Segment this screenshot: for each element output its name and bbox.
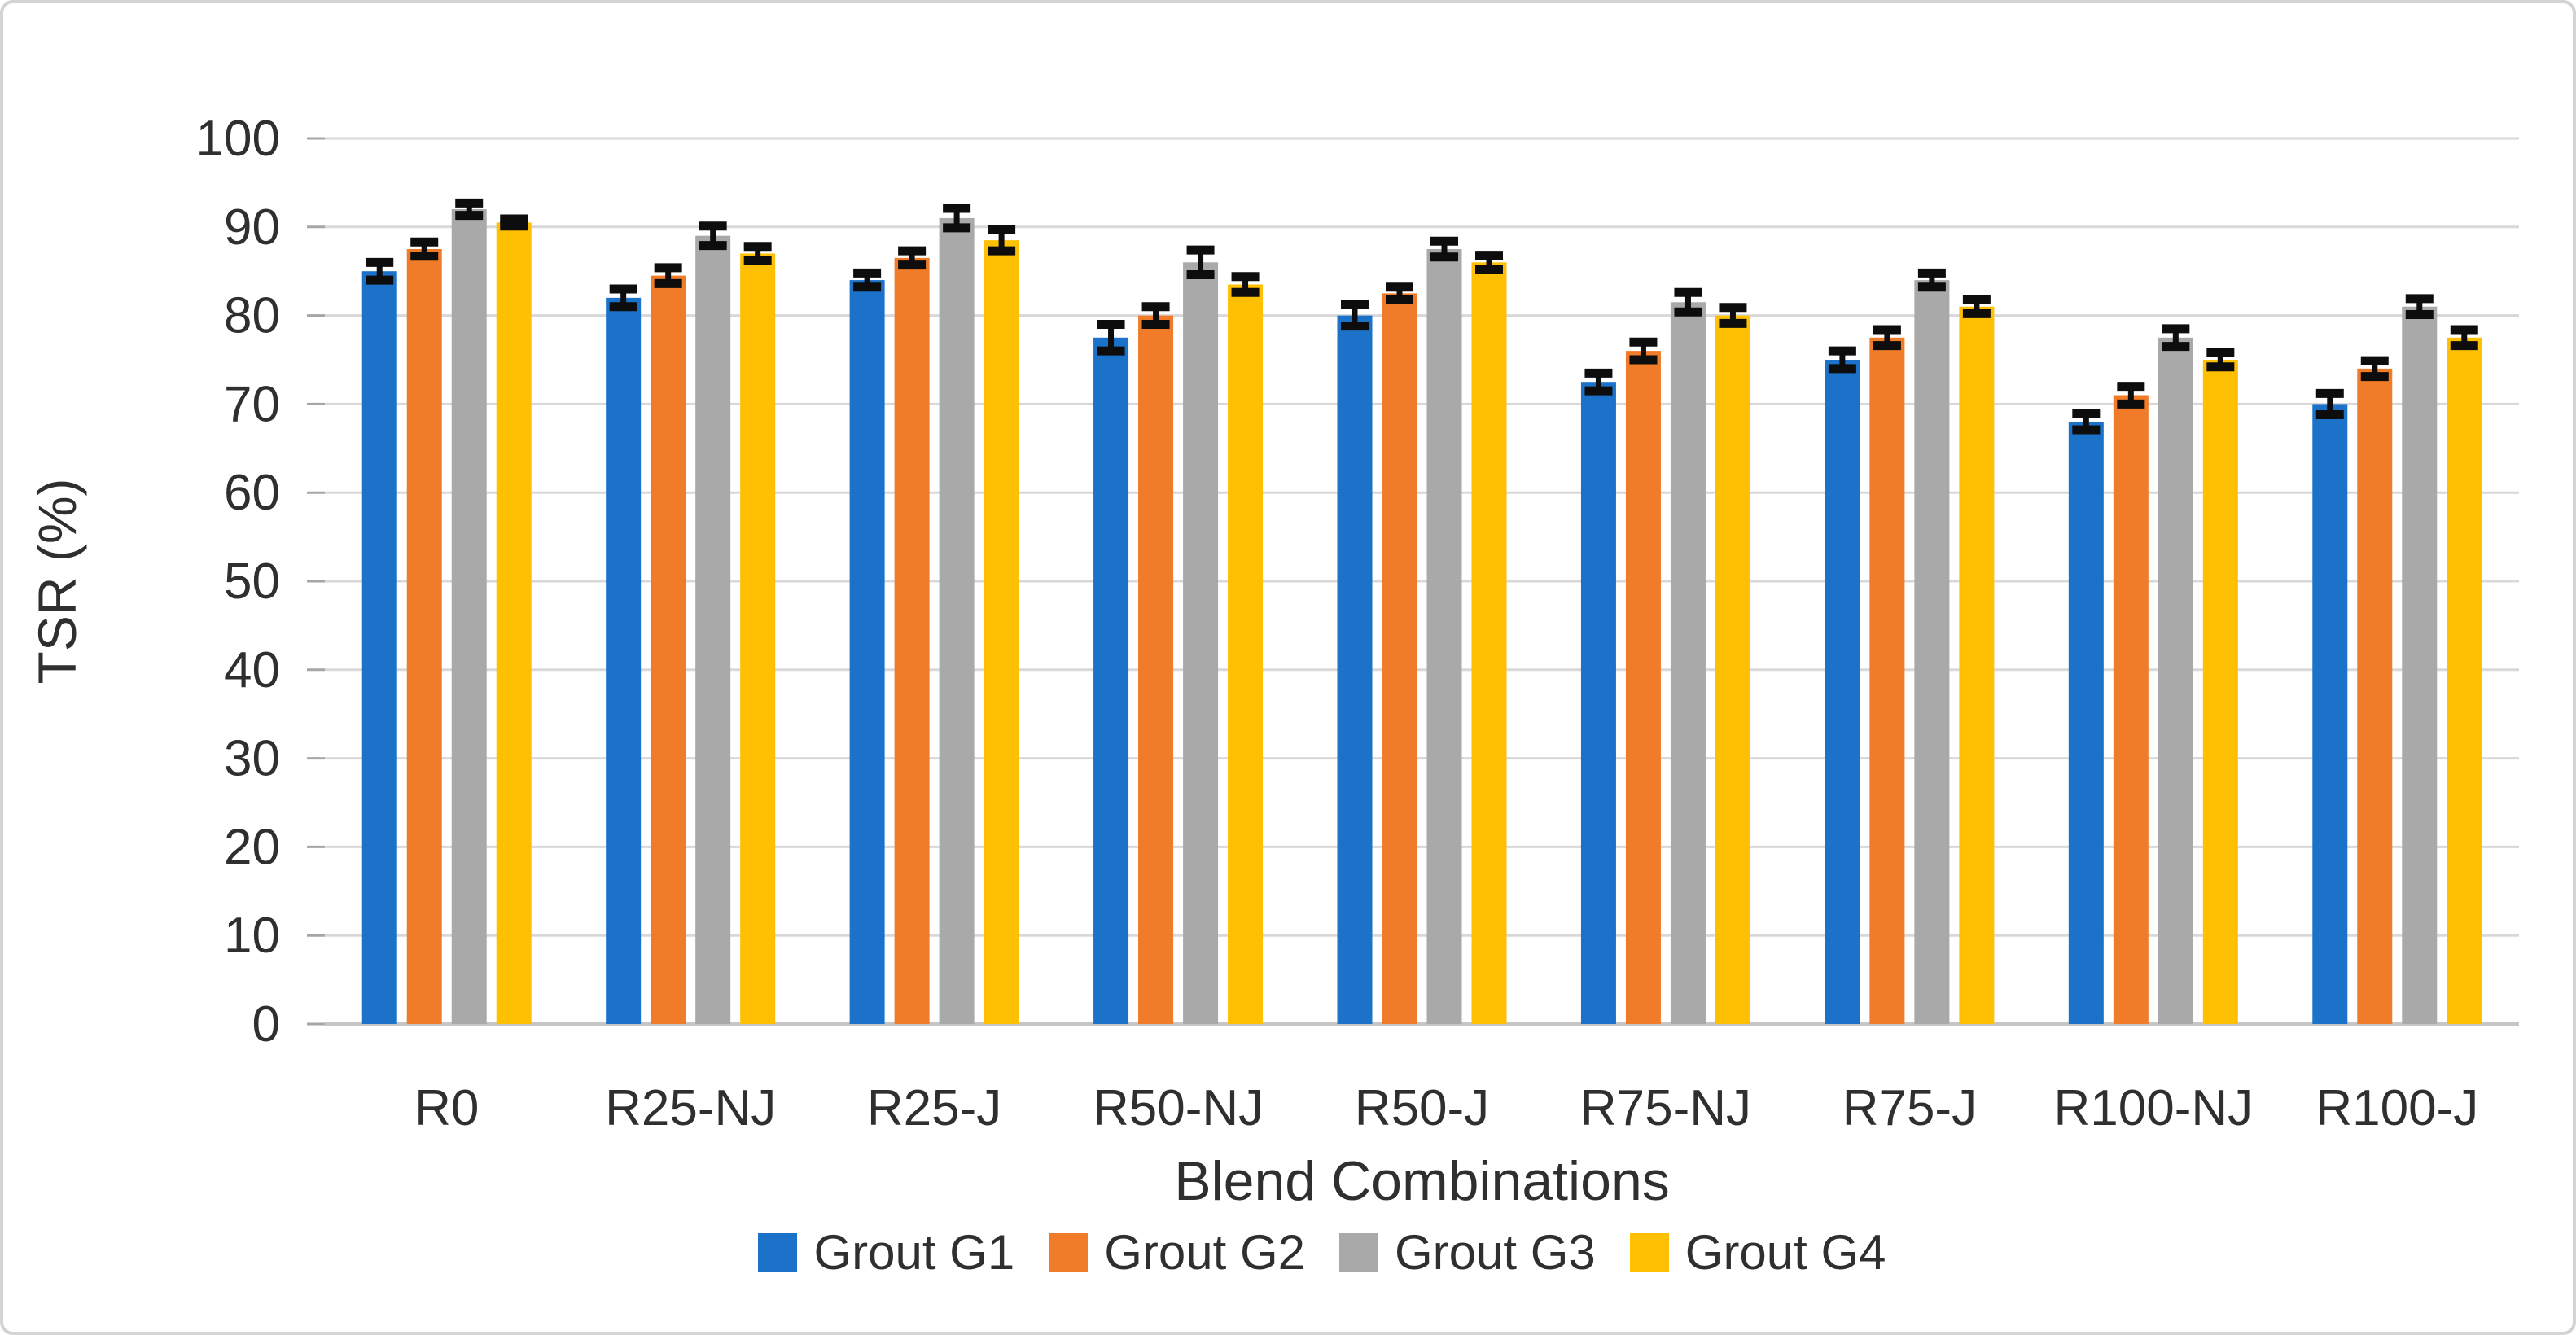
x-axis-title: Blend Combinations (1174, 1150, 1670, 1212)
category-label-r100-j: R100-J (2315, 1080, 2478, 1136)
legend-item-grout-g3: Grout G3 (1339, 1224, 1596, 1280)
bar-grout-g4-r100-j (2447, 337, 2482, 1024)
bar-grout-g3-r100-j (2402, 306, 2438, 1025)
bar-grout-g1-r100-nj (2068, 422, 2104, 1024)
bar-grout-g4-r50-nj (1228, 284, 1264, 1024)
y-axis-title: TSR (%) (27, 478, 87, 685)
legend-swatch-grout-g3 (1339, 1232, 1378, 1272)
bar-grout-g3-r25-nj (695, 235, 731, 1024)
bar-grout-g4-r0 (496, 222, 532, 1024)
bar-grout-g2-r0 (406, 249, 442, 1024)
legend-label-grout-g4: Grout G4 (1684, 1225, 1886, 1280)
category-label-r25-j: R25-J (867, 1080, 1001, 1136)
category-label-r100-nj: R100-NJ (2054, 1080, 2254, 1136)
bar-grout-g1-r50-j (1337, 315, 1373, 1025)
bar-grout-g3-r50-j (1426, 249, 1462, 1024)
bar-grout-g1-r75-j (1825, 360, 1860, 1024)
bar-grout-g3-r75-j (1914, 280, 1950, 1025)
bar-grout-g1-r0 (361, 271, 397, 1024)
plot-area: 0 10 20 30 40 50 60 70 80 90 100 R0 R25-NJ R25-J R50-N… (196, 111, 2519, 1136)
legend-label-grout-g2: Grout G2 (1104, 1225, 1305, 1280)
bar-grout-g2-r75-nj (1625, 351, 1661, 1024)
bar-grout-g3-r75-nj (1670, 302, 1706, 1024)
category-label-r75-j: R75-J (1842, 1080, 1977, 1136)
bar-grout-g1-r100-j (2312, 404, 2348, 1024)
bar-grout-g2-r100-j (2357, 368, 2393, 1024)
bar-grout-g2-r50-nj (1138, 315, 1174, 1025)
bar-grout-g4-r100-nj (2202, 360, 2238, 1024)
legend-item-grout-g2: Grout G2 (1049, 1224, 1305, 1280)
y-tick-label-100: 100 (196, 111, 280, 167)
legend: Grout G1 Grout G2 Grout G3 Grout G4 (67, 1224, 2573, 1280)
bar-grout-g3-r0 (451, 209, 487, 1024)
category-label-r0: R0 (414, 1080, 479, 1136)
y-tick-label-90: 90 (224, 199, 280, 256)
bar-grout-g2-r100-nj (2113, 395, 2149, 1024)
bar-grout-g2-r50-j (1382, 293, 1417, 1024)
legend-swatch-grout-g2 (1049, 1232, 1089, 1272)
category-label-r50-j: R50-J (1355, 1080, 1489, 1136)
legend-item-grout-g1: Grout G1 (758, 1224, 1014, 1280)
y-tick-label-40: 40 (224, 642, 280, 698)
y-tick-label-20: 20 (224, 819, 280, 875)
category-label-r75-nj: R75-NJ (1580, 1080, 1751, 1136)
bar-grout-g1-r50-nj (1093, 337, 1129, 1024)
legend-swatch-grout-g1 (758, 1232, 798, 1272)
y-tick-label-10: 10 (224, 908, 280, 964)
category-label-r25-nj: R25-NJ (605, 1080, 776, 1136)
bar-grout-g3-r100-nj (2158, 337, 2193, 1024)
legend-swatch-grout-g4 (1629, 1232, 1669, 1272)
bar-grout-g4-r75-nj (1715, 315, 1750, 1025)
bar-grout-g2-r25-nj (651, 275, 686, 1024)
bar-grout-g3-r25-j (939, 217, 975, 1024)
bar-grout-g1-r75-nj (1580, 382, 1616, 1024)
bar-grout-g4-r25-nj (740, 253, 776, 1024)
bar-grout-g1-r25-nj (606, 297, 642, 1025)
bar-grout-g2-r25-j (894, 257, 930, 1024)
y-tick-label-80: 80 (224, 288, 280, 344)
y-tick-label-60: 60 (224, 465, 280, 521)
bar-grout-g1-r25-j (849, 280, 885, 1025)
y-tick-label-0: 0 (252, 996, 280, 1053)
y-tick-label-70: 70 (224, 376, 280, 432)
y-tick-label-50: 50 (224, 554, 280, 610)
bar-grout-g3-r50-nj (1183, 262, 1219, 1024)
legend-label-grout-g1: Grout G1 (813, 1225, 1015, 1280)
bar-grout-g4-r75-j (1959, 306, 1995, 1025)
bar-grout-g2-r75-j (1869, 337, 1905, 1024)
legend-item-grout-g4: Grout G4 (1629, 1224, 1886, 1280)
bar-grout-g4-r25-j (984, 240, 1019, 1024)
category-label-r50-nj: R50-NJ (1093, 1080, 1264, 1136)
bar-grout-g4-r50-j (1471, 262, 1507, 1024)
y-tick-label-30: 30 (224, 731, 280, 787)
legend-label-grout-g3: Grout G3 (1395, 1225, 1596, 1280)
